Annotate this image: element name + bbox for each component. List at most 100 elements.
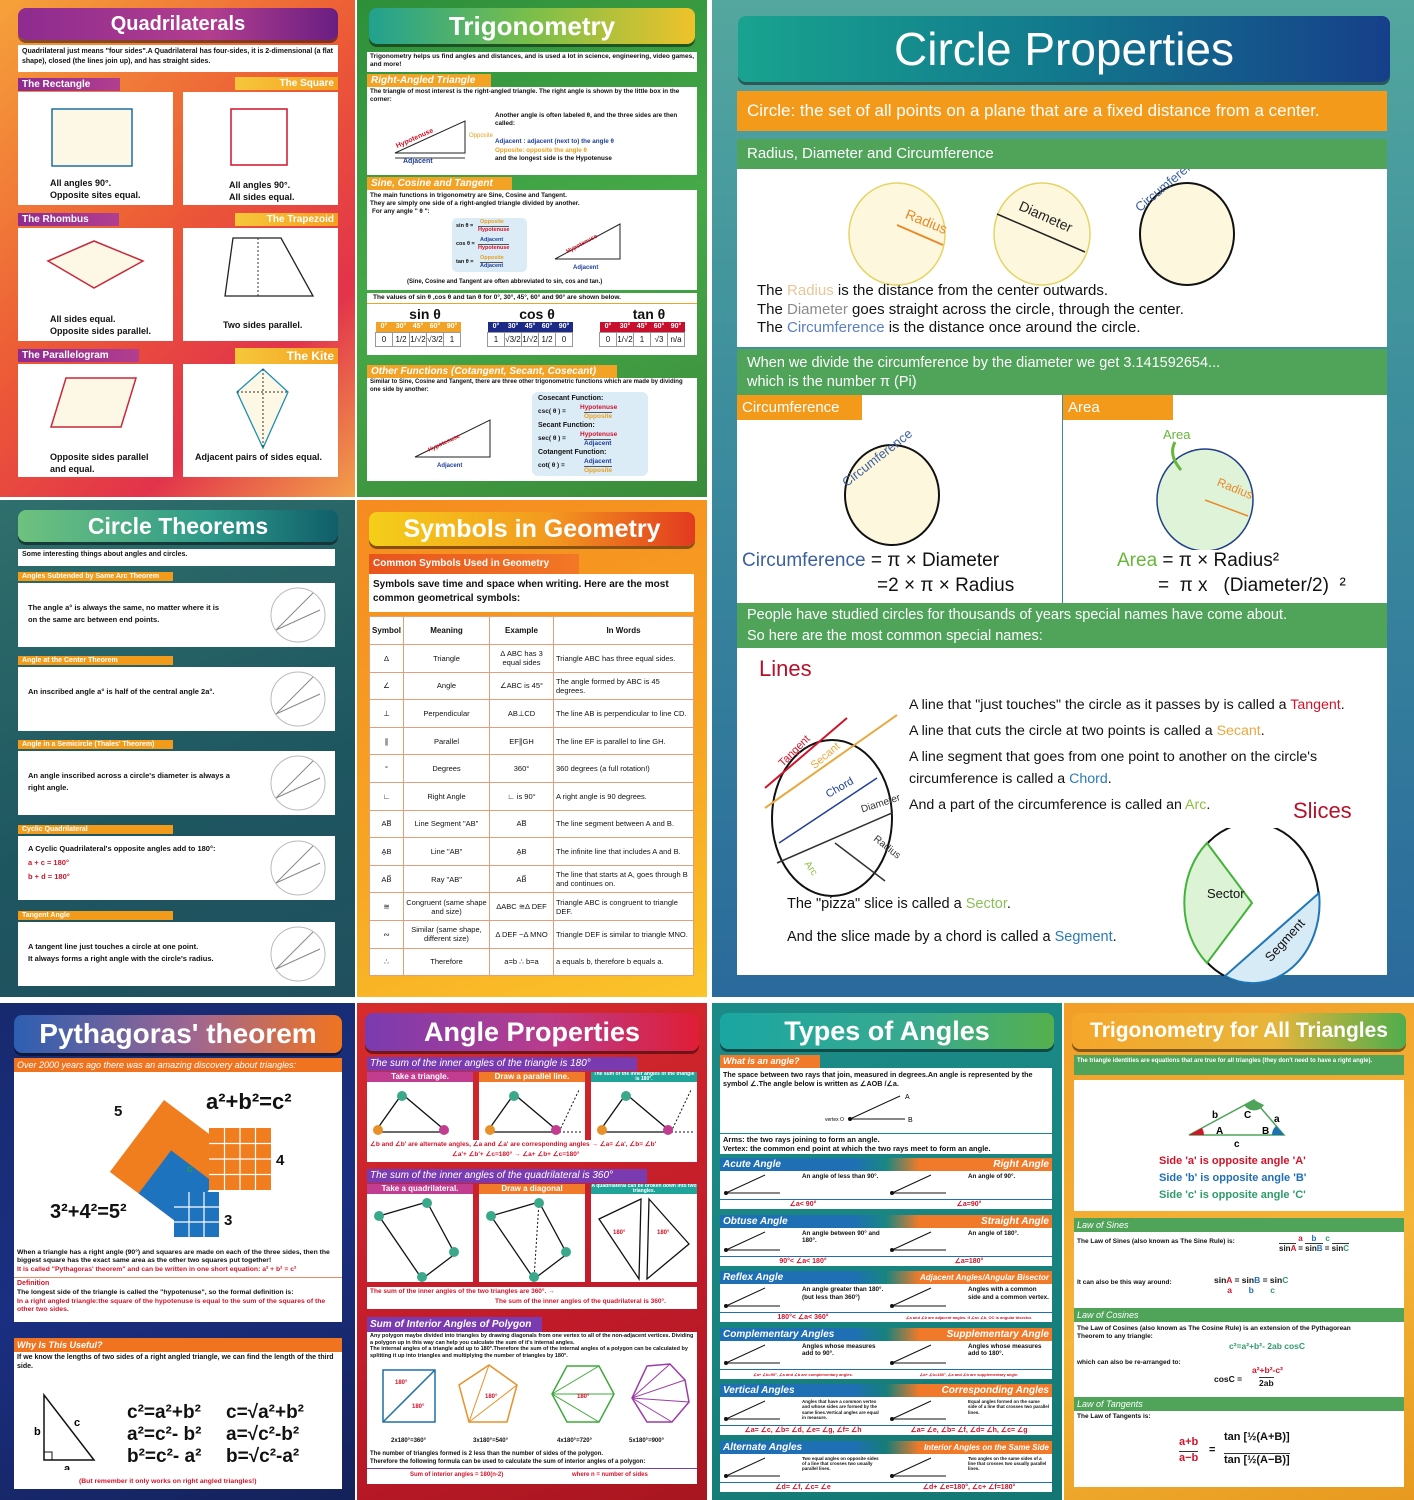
angle-type-card: An angle greater than 180°. (but less th…: [720, 1284, 886, 1322]
angle-type-formula: ∠d= ∠f, ∠c= ∠e: [720, 1481, 886, 1492]
angle-type-diagram: [724, 1344, 780, 1365]
sct-box: The main functions in trigonometry are S…: [367, 190, 697, 290]
kite-card: Adjacent pairs of sides equal.: [183, 364, 338, 477]
angle-type-formula: ∠a= ∠e, ∠b= ∠f, ∠d= ∠h, ∠c= ∠g: [886, 1425, 1052, 1435]
poster-symbols-in-geometry: Symbols in Geometry Common Symbols Used …: [357, 500, 707, 997]
square-diagram: [230, 108, 288, 166]
poster-circle-properties: Circle Properties Circle: the set of all…: [712, 0, 1414, 997]
step-card: [591, 1082, 697, 1140]
theorem-heading: Tangent Angle: [18, 911, 173, 920]
circ-formula-1: Circumference = π × Diameter: [742, 550, 1000, 571]
theorem-heading: Angle at the Center Theorem: [18, 656, 173, 665]
step-label: Take a quadrilateral.: [367, 1184, 473, 1194]
svg-text:Area: Area: [1163, 427, 1191, 442]
triangle-note: ∠b and ∠b' are alternate angles, ∠a and …: [367, 1140, 697, 1162]
quadrilateral-note: The sum of the inner angles of the two t…: [367, 1287, 697, 1309]
useful-box: If we know the lengths of two sides of a…: [14, 1352, 342, 1489]
symbol-row: Δ Triangle Δ ABC has 3 equal sides Triangle…: [369, 644, 694, 673]
line-definitions: A line that "just touches" the circle as…: [909, 693, 1345, 819]
angle-type-heading: Supplementary Angle: [886, 1327, 1052, 1341]
intro-banner: Over 2000 years ago there was an amazing…: [14, 1058, 342, 1072]
pi-banner: When we divide the circumference by the …: [737, 349, 1387, 395]
angle-type-heading: Straight Angle: [886, 1214, 1052, 1228]
theorem-heading: Angles Subtended by Same Arc Theorem: [18, 572, 173, 581]
angle-type-card: An angle between 90° and 180°. 90°< ∠a< 1…: [720, 1227, 886, 1266]
right-triangle-box: The triangle of most interest is the rig…: [367, 87, 697, 175]
square-card: All angles 90°. All sides equal.: [183, 92, 338, 205]
poster-pythagoras: Pythagoras' theorem Over 2000 years ago …: [0, 1003, 355, 1500]
symbol-row: ° Degrees 360° 360 degrees (a full rotation…: [369, 754, 694, 783]
area-panel: Area Area Radius Area = π × Radius² = π …: [1063, 395, 1387, 603]
svg-text:vertex O: vertex O: [825, 1117, 844, 1123]
abc-triangle-diagram: b C a A B c: [1188, 1099, 1286, 1150]
section-heading: What is an angle?: [720, 1055, 820, 1068]
angle-type-card: An angle of less than 90°. ∠a< 90°: [720, 1171, 886, 1209]
slice-definition: And the slice made by a chord is called …: [787, 929, 1117, 945]
poster-trigonometry: Trigonometry Trigonometry helps us find …: [357, 0, 707, 497]
angle-type-formula: ∠a+ ∠b=90°, ∠a and ∠b are complementary …: [720, 1368, 886, 1379]
circ-formula-2: =2 × π × Radius: [877, 575, 1015, 596]
angle-type-formula: 90°< ∠a< 180°: [720, 1255, 886, 1266]
other-triangle-diagram: Hypotenuse Adjacent: [414, 419, 491, 469]
triangle-box: b C a A B c Side 'a' is opposite angle '…: [1074, 1080, 1404, 1211]
poster-quadrilaterals: Quadrilaterals Quadrilateral just means …: [0, 0, 355, 497]
pythagoras-formula: a²+b²=c²: [206, 1089, 292, 1114]
angle-type-formula: ∠a and ∠b are adjacent angles. If ∠a= ∠b…: [886, 1312, 1052, 1322]
svg-text:c: c: [74, 1417, 80, 1429]
angle-type-diagram: [890, 1231, 946, 1252]
theorem-box: 5 4 3 a b c a²+b²=c² 3²+4²=5² When a tri…: [14, 1072, 342, 1322]
angle-aob-diagram: vertex O A B: [825, 1094, 913, 1124]
arms-vertex-box: Arms: the two rays joining to form an an…: [720, 1134, 1052, 1154]
rhombus-diagram: [46, 240, 145, 289]
triangle-step-diagram: [373, 1091, 449, 1135]
law-of-sines-box: The Law of Sines (also known as The Sine…: [1074, 1232, 1404, 1308]
trig-value-tables: sin θ 0° 30° 45° 60° 90° 0 1/2 1/√2 √3/2 1 cos θ 0° 3…: [367, 306, 697, 354]
other-functions-box: Similar to Sine, Cosine and Tangent, the…: [367, 378, 697, 481]
line-definition: And a part of the circumference is calle…: [909, 797, 1211, 813]
section-heading: Common Symbols Used in Geometry: [369, 554, 579, 574]
svg-text:Radius: Radius: [871, 834, 902, 862]
angle-type-card: An angle of 90°. ∠a=90°: [886, 1171, 1052, 1209]
angle-type-card: Angles whose measures add to 180°. ∠a+ ∠b…: [886, 1340, 1052, 1379]
section-heading: The sum of the inner angles of the quadr…: [367, 1169, 647, 1183]
theorem-diagram: [270, 755, 326, 811]
sct-triangle-diagram: Hypotenuse Adjacent: [554, 223, 621, 271]
quad-step-diagram: [374, 1198, 459, 1282]
svg-text:a: a: [1274, 1114, 1280, 1125]
parallelogram-diagram: [49, 377, 138, 428]
svg-text:Adjacent: Adjacent: [573, 265, 598, 271]
theorem-diagram: [270, 671, 326, 727]
step-card: [367, 1082, 473, 1140]
theorem-card: An inscribed angle a° is half of the cen…: [18, 667, 335, 731]
angle-type-card: Angles whose measures add to 90°. ∠a+ ∠b=…: [720, 1340, 886, 1379]
theorem-diagram: [270, 587, 326, 643]
other-formula-box: Cosecant Function: csc( θ ) = Hypotenuse…: [532, 392, 648, 476]
angle-type-card: Equal angles formed on the same side of …: [886, 1397, 1052, 1435]
shape-label: The Kite: [235, 348, 338, 364]
triangle-step-diagram: [597, 1089, 695, 1135]
step-label: Take a triangle.: [367, 1072, 473, 1082]
angle-type-heading: Adjacent Angles/Angular Bisector: [886, 1271, 1052, 1284]
svg-text:Adjacent: Adjacent: [403, 158, 433, 165]
right-triangle-diagram: b c a: [34, 1392, 96, 1470]
panel-heading: Area: [1063, 395, 1173, 420]
rdc-definitions: The Radius is the distance from the cent…: [757, 282, 1184, 338]
quad-step-diagram: [486, 1198, 571, 1282]
definition-banner: Circle: the set of all points on a plane…: [737, 91, 1387, 131]
angle-type-diagram: [890, 1400, 946, 1421]
slices-diagram: Sector Segment: [1183, 828, 1321, 985]
polygon-diagrams: [382, 1363, 690, 1423]
angle-type-diagram: [890, 1287, 946, 1308]
svg-text:Hypotenuse: Hypotenuse: [427, 433, 461, 453]
lines-diagram: Tangent Secant Chord Diameter Radius Arc: [764, 714, 903, 897]
angle-type-formula: ∠a= ∠c, ∠b= ∠d, ∠e= ∠g, ∠f= ∠h: [720, 1425, 886, 1435]
poster-title: Types of Angles: [720, 1013, 1054, 1049]
poster-title: Symbols in Geometry: [369, 512, 695, 546]
angle-type-heading: Alternate Angles: [720, 1440, 886, 1454]
trig-table-2: tan θ 0° 30° 45° 60° 90° 0 1/√2 1 √3 n/a: [599, 306, 699, 347]
svg-text:180°: 180°: [657, 1230, 670, 1236]
svg-text:B: B: [908, 1117, 913, 1124]
intro-text: Quadrilateral just means "four sides".A …: [22, 48, 333, 65]
symbol-row: ⊥ Perpendicular AB⊥CD The line AB is perpen…: [369, 699, 694, 728]
angle-type-formula: ∠a< 90°: [720, 1199, 886, 1209]
